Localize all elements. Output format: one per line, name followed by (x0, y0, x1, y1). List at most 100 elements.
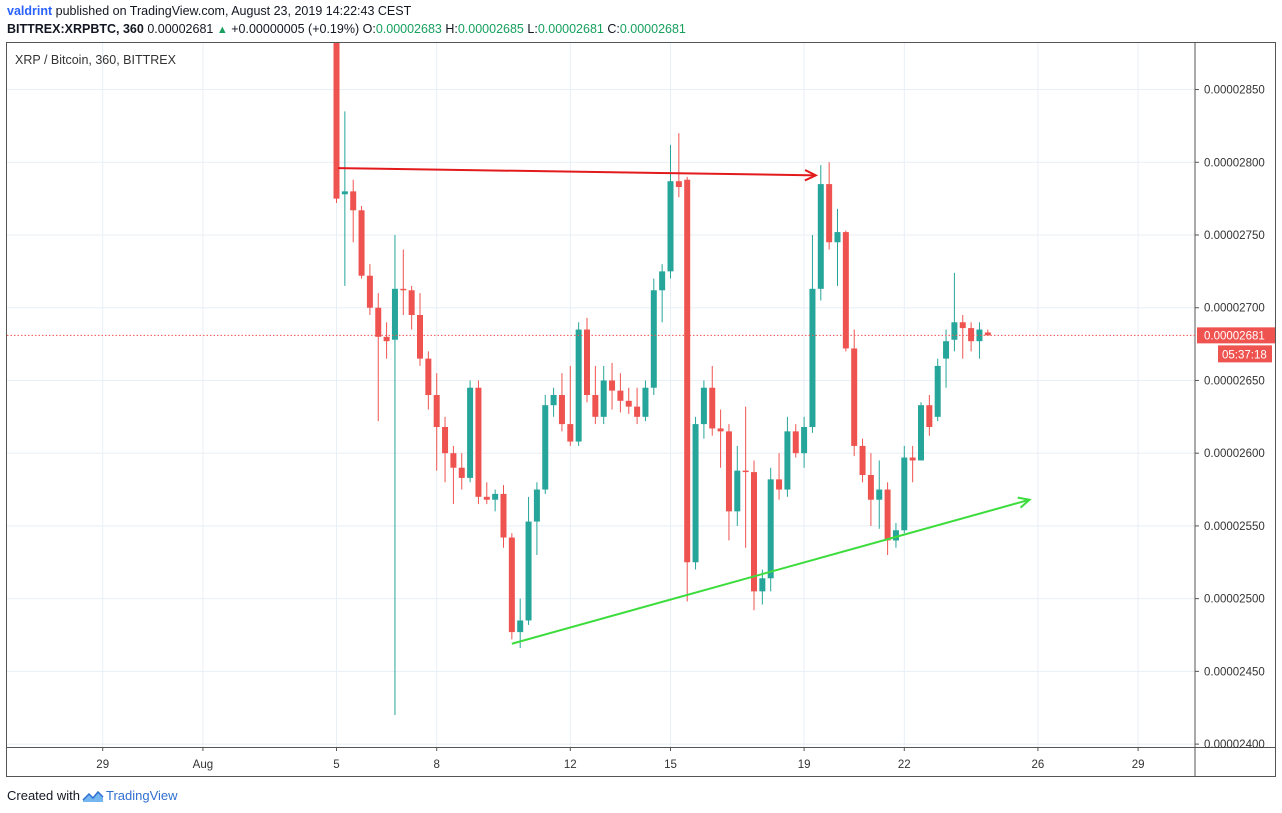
candle-body (408, 290, 415, 315)
candle-body (725, 431, 732, 512)
candle (876, 460, 883, 529)
candle-body (592, 395, 599, 417)
candle (417, 293, 423, 366)
candle (742, 406, 749, 548)
tradingview-logo-icon (82, 790, 104, 802)
candle-body (483, 496, 490, 500)
candle (901, 445, 908, 534)
annotations (338, 167, 1032, 645)
candle (809, 235, 816, 433)
candle (375, 293, 382, 422)
time-axis: 29 Aug 5 8 12 15 19 22 26 29 (96, 747, 1144, 771)
footer: Created with TradingView (7, 788, 178, 803)
candle (784, 416, 791, 497)
time-tick-label: 22 (898, 759, 911, 771)
publish-info: valdrint published on TradingView.com, A… (7, 4, 411, 18)
low-value: 0.00002681 (537, 22, 604, 36)
tradingview-brand[interactable]: TradingView (105, 788, 178, 803)
candle-body (842, 232, 849, 349)
candle-body (675, 181, 682, 187)
candle (801, 416, 808, 468)
candle (533, 482, 540, 555)
candle (634, 387, 641, 425)
candle (617, 373, 624, 413)
candle (851, 329, 858, 457)
candle-body (909, 457, 916, 461)
candle (867, 453, 874, 526)
time-tick-label: 12 (564, 759, 577, 771)
candle-body (500, 493, 507, 538)
candle (776, 453, 783, 500)
candle (442, 416, 449, 483)
candle (834, 208, 841, 286)
candle-body (968, 328, 975, 342)
candle-body (784, 431, 791, 490)
open-label: O: (362, 22, 376, 36)
candle (550, 387, 557, 417)
candle-body (767, 479, 774, 579)
last-price-label-bg (1197, 327, 1275, 344)
candle-body (350, 191, 357, 211)
support-arrowhead (1017, 496, 1032, 509)
close-label: C: (607, 22, 620, 36)
candle-body (751, 472, 757, 592)
candle (567, 365, 574, 446)
candle (751, 460, 757, 611)
grid-lines (7, 43, 1195, 747)
candle (984, 329, 991, 336)
candle (884, 482, 891, 555)
candle (842, 230, 849, 352)
candle-body (442, 427, 449, 454)
candle (500, 485, 507, 548)
candle (725, 424, 732, 541)
candles (333, 43, 991, 715)
candle (391, 235, 398, 715)
time-tick-label: 8 (433, 759, 439, 771)
candle (575, 322, 582, 446)
price-tick-label: 0.00002600 (1204, 448, 1265, 460)
candle-body (659, 271, 666, 291)
candle-body (809, 288, 816, 427)
candle (400, 249, 407, 315)
candle-body (609, 380, 616, 391)
candle-body (617, 390, 624, 401)
candle-body (467, 387, 474, 478)
candle (759, 569, 766, 605)
candle (976, 322, 983, 359)
candle-body (642, 387, 649, 417)
high-label: H: (445, 22, 458, 36)
candle (826, 162, 833, 250)
candle-body (542, 405, 549, 490)
ohlc-legend: BITTREX:XRPBTC, 360 0.00002681 ▲ +0.0000… (7, 22, 686, 36)
candle (692, 416, 699, 570)
candle-body (834, 232, 841, 243)
candle-body (475, 387, 482, 497)
publisher-name[interactable]: valdrint (7, 4, 53, 18)
close-value: 0.00002681 (619, 22, 686, 36)
candle-body (943, 341, 950, 359)
candle-body (391, 288, 398, 340)
candle-body (876, 489, 883, 500)
candle (659, 264, 666, 323)
candle-body (417, 315, 423, 359)
candle-body (525, 521, 532, 621)
time-tick-label: 19 (798, 759, 811, 771)
candle (642, 380, 649, 422)
candle (425, 351, 432, 410)
candle (408, 285, 415, 330)
countdown-label: 05:37:18 (1222, 349, 1267, 361)
candle-body (984, 332, 991, 336)
candle-body (817, 184, 824, 289)
candle-body (759, 578, 766, 592)
price-tick-label: 0.00002500 (1204, 594, 1265, 606)
candle (350, 179, 357, 243)
time-tick-label: 26 (1032, 759, 1045, 771)
candle-body (851, 348, 858, 446)
published-text: published on TradingView.com, August 23,… (55, 4, 412, 18)
candle-body (584, 329, 590, 395)
candle-body (533, 489, 540, 522)
candle-body (567, 424, 574, 442)
candle-body (634, 406, 641, 417)
time-tick-label: 15 (664, 759, 677, 771)
